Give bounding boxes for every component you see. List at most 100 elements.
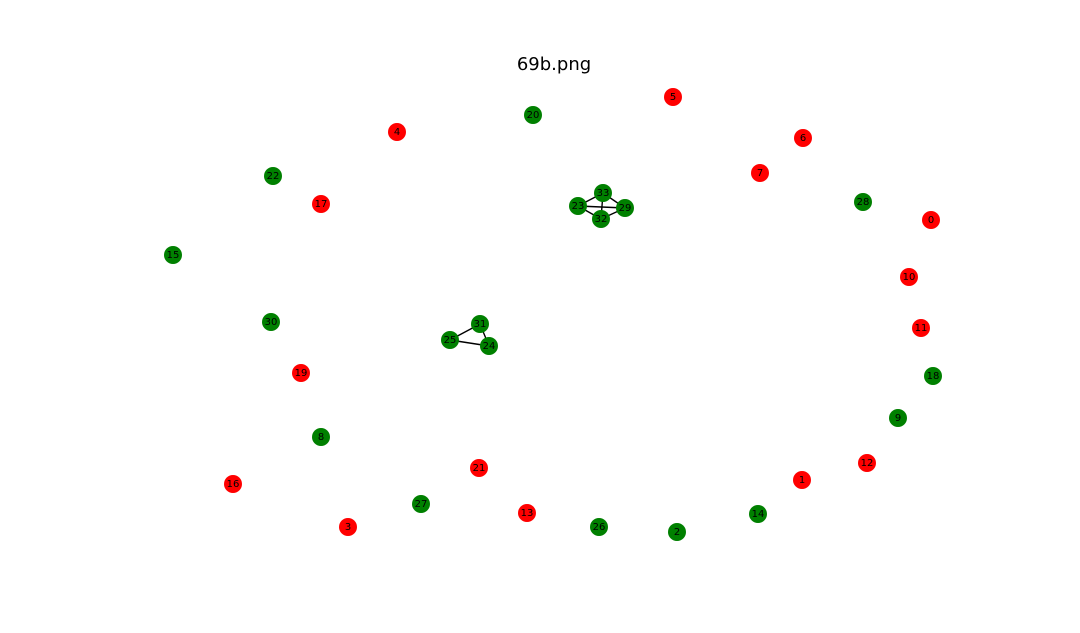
node-circle [224,475,242,493]
node-circle [749,505,767,523]
node-circle [668,523,686,541]
node-circle [889,409,907,427]
node-2: 2 [668,523,686,541]
node-circle [922,211,940,229]
node-16: 16 [224,475,242,493]
node-circle [480,337,498,355]
node-circle [854,193,872,211]
node-circle [594,184,612,202]
node-label: 29 [619,203,632,214]
node-label: 2 [674,527,680,538]
node-label: 5 [670,92,676,103]
node-circle [262,313,280,331]
node-circle [858,454,876,472]
node-18: 18 [924,367,942,385]
node-circle [912,319,930,337]
node-label: 23 [572,201,585,212]
node-circle [524,106,542,124]
node-label: 24 [483,341,496,352]
node-8: 8 [312,428,330,446]
node-26: 26 [590,518,608,536]
node-27: 27 [412,495,430,513]
node-label: 32 [595,214,608,225]
node-circle [312,428,330,446]
node-4: 4 [388,123,406,141]
node-label: 26 [593,522,606,533]
node-circle [900,268,918,286]
node-label: 14 [752,509,765,520]
node-32: 32 [592,210,610,228]
node-circle [292,364,310,382]
node-17: 17 [312,195,330,213]
node-circle [924,367,942,385]
node-label: 31 [474,319,487,330]
node-label: 13 [521,508,534,519]
node-29: 29 [616,199,634,217]
node-label: 17 [315,199,328,210]
node-5: 5 [664,88,682,106]
node-label: 15 [167,250,180,261]
node-circle [441,331,459,349]
node-circle [518,504,536,522]
node-25: 25 [441,331,459,349]
node-23: 23 [569,197,587,215]
node-label: 16 [227,479,240,490]
node-label: 21 [473,463,486,474]
node-circle [312,195,330,213]
node-circle [339,518,357,536]
node-11: 11 [912,319,930,337]
node-13: 13 [518,504,536,522]
node-circle [264,167,282,185]
node-label: 4 [394,127,400,138]
node-30: 30 [262,313,280,331]
node-circle [664,88,682,106]
node-circle [616,199,634,217]
node-0: 0 [922,211,940,229]
node-circle [592,210,610,228]
node-19: 19 [292,364,310,382]
node-label: 0 [928,215,934,226]
node-20: 20 [524,106,542,124]
node-1: 1 [793,471,811,489]
node-label: 22 [267,171,280,182]
node-21: 21 [470,459,488,477]
node-9: 9 [889,409,907,427]
node-label: 3 [345,522,351,533]
node-circle [794,129,812,147]
node-3: 3 [339,518,357,536]
node-circle [470,459,488,477]
node-label: 10 [903,272,916,283]
node-15: 15 [164,246,182,264]
node-label: 1 [799,475,805,486]
node-label: 7 [757,168,763,179]
node-31: 31 [471,315,489,333]
node-label: 19 [295,368,308,379]
node-circle [569,197,587,215]
node-circle [590,518,608,536]
node-10: 10 [900,268,918,286]
node-label: 28 [857,197,870,208]
node-label: 33 [597,188,610,199]
node-22: 22 [264,167,282,185]
node-33: 33 [594,184,612,202]
node-label: 25 [444,335,457,346]
node-circle [751,164,769,182]
node-label: 11 [915,323,928,334]
node-12: 12 [858,454,876,472]
node-label: 12 [861,458,874,469]
node-label: 18 [927,371,940,382]
node-28: 28 [854,193,872,211]
node-label: 20 [527,110,540,121]
node-label: 30 [265,317,278,328]
node-label: 8 [318,432,324,443]
node-circle [388,123,406,141]
node-circle [793,471,811,489]
node-label: 9 [895,413,901,424]
node-circle [164,246,182,264]
node-7: 7 [751,164,769,182]
node-circle [471,315,489,333]
node-24: 24 [480,337,498,355]
